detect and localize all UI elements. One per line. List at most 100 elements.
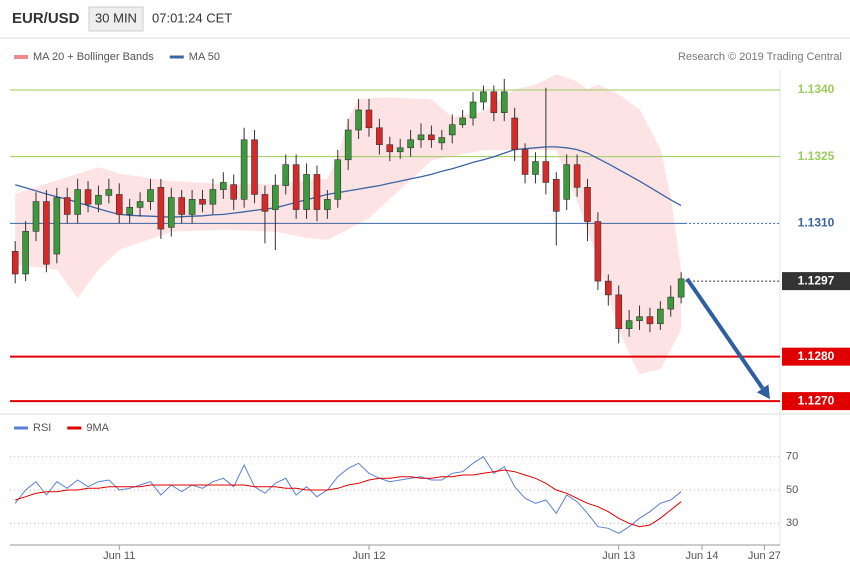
level-label-box: [782, 347, 850, 366]
candle-body: [209, 189, 217, 205]
candle-body: [500, 91, 508, 113]
level-label: 1.1297: [798, 273, 835, 287]
candle-body: [417, 134, 425, 141]
candle-body: [344, 129, 352, 161]
level-label: 1.1310: [798, 216, 835, 230]
candle-body: [126, 207, 133, 215]
candle-body: [615, 294, 623, 329]
y-tick-label: 50: [786, 484, 798, 496]
candle-body: [542, 161, 550, 183]
candle-body: [63, 197, 71, 215]
x-tick-label: Jun 11: [103, 550, 135, 562]
candle-body: [11, 251, 19, 275]
interval: 30 MIN: [95, 10, 137, 25]
level-label: 1.1340: [798, 82, 835, 96]
candle-body: [313, 174, 321, 210]
candle-body: [625, 320, 633, 329]
candle-body: [386, 144, 394, 153]
legend-label: RSI: [33, 422, 51, 434]
candle-body: [552, 179, 560, 212]
ma-line: [15, 146, 682, 218]
forecast-arrow-head: [756, 384, 770, 400]
candle-body: [230, 184, 238, 200]
candle-body: [605, 280, 612, 296]
candle-body: [220, 182, 227, 190]
candle-body: [594, 221, 602, 282]
symbol: EUR/USD: [12, 10, 80, 27]
legend-label: MA 20 + Bollinger Bands: [33, 51, 154, 63]
level-label: 1.1280: [798, 349, 835, 363]
candle-body: [677, 278, 685, 298]
candle-body: [563, 164, 570, 200]
forecast-arrow: [685, 277, 765, 390]
candle-body: [407, 139, 414, 149]
candle-body: [147, 189, 154, 202]
candle-body: [240, 139, 248, 200]
level-label: 1.1325: [798, 149, 835, 163]
candle-body: [438, 137, 446, 144]
candle-body: [105, 189, 113, 196]
candle-body: [251, 139, 258, 195]
candle-body: [511, 117, 518, 150]
candle-body: [334, 159, 342, 200]
candle-body: [459, 117, 466, 125]
candle-body: [199, 199, 206, 205]
candle-body: [365, 109, 373, 129]
candle-body: [636, 316, 643, 321]
candle-body: [136, 201, 144, 208]
candle-body: [261, 194, 269, 212]
band-lower: [15, 149, 682, 375]
x-tick-label: Jun 27: [748, 550, 781, 562]
candle-body: [303, 174, 310, 210]
indicator-line: [15, 469, 682, 528]
candle-body: [188, 199, 196, 215]
candle-body: [32, 201, 40, 232]
candle-body: [22, 231, 29, 275]
candle-body: [584, 187, 591, 222]
candle-body: [376, 127, 383, 145]
candle-body: [43, 201, 50, 265]
candle-body: [115, 194, 123, 215]
x-tick-label: Jun 14: [685, 550, 718, 562]
level-label-box: [782, 392, 850, 411]
candle-body: [157, 187, 165, 230]
candle-body: [74, 189, 81, 215]
y-tick-label: 30: [786, 517, 798, 529]
candle-body: [355, 109, 362, 131]
level-label-box: [782, 272, 850, 291]
candle-body: [396, 147, 404, 153]
candle-body: [84, 189, 92, 205]
x-tick-label: Jun 13: [602, 550, 635, 562]
timestamp: 07:01:24 CET: [152, 10, 232, 25]
candle-body: [646, 316, 654, 325]
candle-body: [53, 197, 61, 255]
interval-box: [88, 6, 144, 32]
legend-label: 9MA: [86, 422, 109, 434]
candle-body: [178, 197, 185, 215]
candle-body: [490, 91, 498, 113]
candle-body: [95, 195, 102, 205]
candle-body: [480, 91, 487, 103]
credit: Research © 2019 Trading Central: [678, 51, 842, 63]
candle-body: [428, 134, 435, 141]
candle-body: [272, 185, 279, 210]
candle-body: [324, 199, 331, 210]
candle-body: [521, 149, 529, 175]
candle-body: [448, 124, 456, 136]
indicator-line: [14, 456, 682, 534]
y-tick-label: 70: [786, 451, 798, 463]
candle-body: [573, 164, 581, 188]
candle-body: [167, 197, 175, 228]
x-tick-label: Jun 12: [352, 550, 385, 562]
candle-body: [667, 296, 675, 310]
candle-body: [657, 308, 664, 325]
candle-body: [282, 164, 290, 186]
candle-body: [292, 164, 300, 210]
candle-body: [469, 101, 477, 119]
legend-label: MA 50: [189, 51, 220, 63]
candle-body: [532, 161, 539, 175]
level-label: 1.1270: [798, 393, 835, 407]
